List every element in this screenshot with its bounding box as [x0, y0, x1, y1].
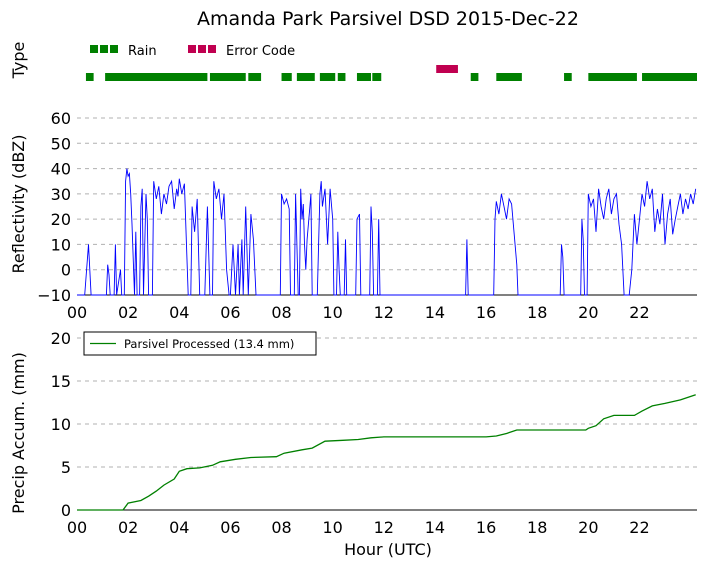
accum-x-tick-label: 10: [322, 518, 342, 537]
reflectivity-x-tick-label: 20: [578, 303, 598, 322]
rain-bar: [470, 73, 479, 81]
accum-x-tick-label: 14: [425, 518, 445, 537]
type-bars: [85, 65, 697, 81]
rain-bar: [281, 73, 292, 81]
legend-rain-marker: [90, 45, 118, 53]
legend-rain-square: [100, 45, 108, 53]
reflectivity-x-tick-label: 04: [169, 303, 189, 322]
rain-bar: [248, 73, 262, 81]
rain-bar: [319, 73, 336, 81]
rain-bar: [372, 73, 382, 81]
accum-x-tick-label: 16: [476, 518, 496, 537]
reflectivity-x-ticks: 00 02 04 06 08 10 12 14 16 18 20 22: [67, 303, 650, 322]
accum-x-tick-label: 04: [169, 518, 189, 537]
reflectivity-x-tick-label: 10: [322, 303, 342, 322]
accum-x-tick-label: 00: [67, 518, 87, 537]
x-axis-label: Hour (UTC): [344, 540, 432, 559]
reflectivity-y-tick-label: 20: [51, 210, 71, 229]
accum-x-ticks: 00 02 04 06 08 10 12 14 16 18 20 22: [67, 518, 650, 537]
accum-x-tick-label: 22: [629, 518, 649, 537]
rain-bar: [337, 73, 346, 81]
accum-legend: Parsivel Processed (13.4 mm): [83, 331, 317, 356]
rain-bar: [496, 73, 522, 81]
reflectivity-y-tick-label: 0: [61, 261, 71, 280]
type-ylabel: Type: [9, 42, 28, 80]
reflectivity-x-tick-label: 12: [374, 303, 394, 322]
reflectivity-y-ticks: −10 0 10 20 30 40 50 60: [37, 109, 71, 305]
reflectivity-x-tick-label: 06: [220, 303, 240, 322]
rain-bar: [209, 73, 246, 81]
accum-x-tick-label: 02: [118, 518, 138, 537]
accum-y-tick-label: 0: [61, 501, 71, 520]
reflectivity-grid: [77, 117, 697, 296]
reflectivity-x-tick-label: 16: [476, 303, 496, 322]
legend-rain-square: [90, 45, 98, 53]
legend-error-square: [188, 45, 196, 53]
reflectivity-y-tick-label: −10: [37, 286, 71, 305]
accum-grid: [77, 337, 697, 511]
accumulation-panel: Precip Accum. (mm) 0 5 10 15 20 00 02 04 06 08 10…: [9, 329, 697, 559]
accum-y-tick-label: 20: [51, 329, 71, 348]
reflectivity-x-tick-label: 00: [67, 303, 87, 322]
reflectivity-x-tick-label: 02: [118, 303, 138, 322]
rain-bar: [296, 73, 315, 81]
rain-bar: [564, 73, 572, 81]
reflectivity-x-tick-label: 14: [425, 303, 445, 322]
accum-x-tick-label: 20: [578, 518, 598, 537]
accum-ylabel: Precip Accum. (mm): [9, 352, 28, 514]
accum-x-tick-label: 12: [374, 518, 394, 537]
accum-x-tick-label: 18: [527, 518, 547, 537]
legend-rain-square: [110, 45, 118, 53]
reflectivity-x-tick-label: 18: [527, 303, 547, 322]
type-legend: Rain Error Code: [90, 44, 295, 59]
rain-bar: [588, 73, 637, 81]
chart-title: Amanda Park Parsivel DSD 2015-Dec-22: [197, 8, 579, 30]
reflectivity-y-tick-label: 40: [51, 160, 71, 179]
accum-x-tick-label: 08: [271, 518, 291, 537]
legend-rain-label: Rain: [128, 44, 157, 59]
accum-legend-label: Parsivel Processed (13.4 mm): [124, 337, 294, 351]
accum-y-tick-label: 10: [51, 415, 71, 434]
rain-bar: [356, 73, 372, 81]
reflectivity-y-tick-label: 30: [51, 185, 71, 204]
reflectivity-ylabel: Reflectivity (dBZ): [9, 135, 28, 274]
error-bar: [436, 65, 458, 73]
reflectivity-panel: Reflectivity (dBZ) −10 0 10 20 30 40 50 60 00 02…: [9, 109, 697, 322]
reflectivity-y-tick-label: 50: [51, 134, 71, 153]
reflectivity-line: [77, 168, 697, 296]
legend-error-square: [208, 45, 216, 53]
type-panel: Type Rain Error Code: [9, 42, 697, 81]
rain-bar: [642, 73, 697, 81]
legend-error-label: Error Code: [226, 44, 295, 59]
accum-x-tick-label: 06: [220, 518, 240, 537]
legend-error-square: [198, 45, 206, 53]
reflectivity-y-tick-label: 10: [51, 235, 71, 254]
legend-error-marker: [188, 45, 216, 53]
reflectivity-y-tick-label: 60: [51, 109, 71, 128]
rain-bar: [85, 73, 94, 81]
reflectivity-x-tick-label: 22: [629, 303, 649, 322]
rain-bar: [105, 73, 208, 81]
accum-y-tick-label: 15: [51, 372, 71, 391]
accum-y-tick-label: 5: [61, 458, 71, 477]
accum-line: [77, 394, 696, 511]
reflectivity-x-tick-label: 08: [271, 303, 291, 322]
accum-y-ticks: 0 5 10 15 20: [51, 329, 71, 520]
